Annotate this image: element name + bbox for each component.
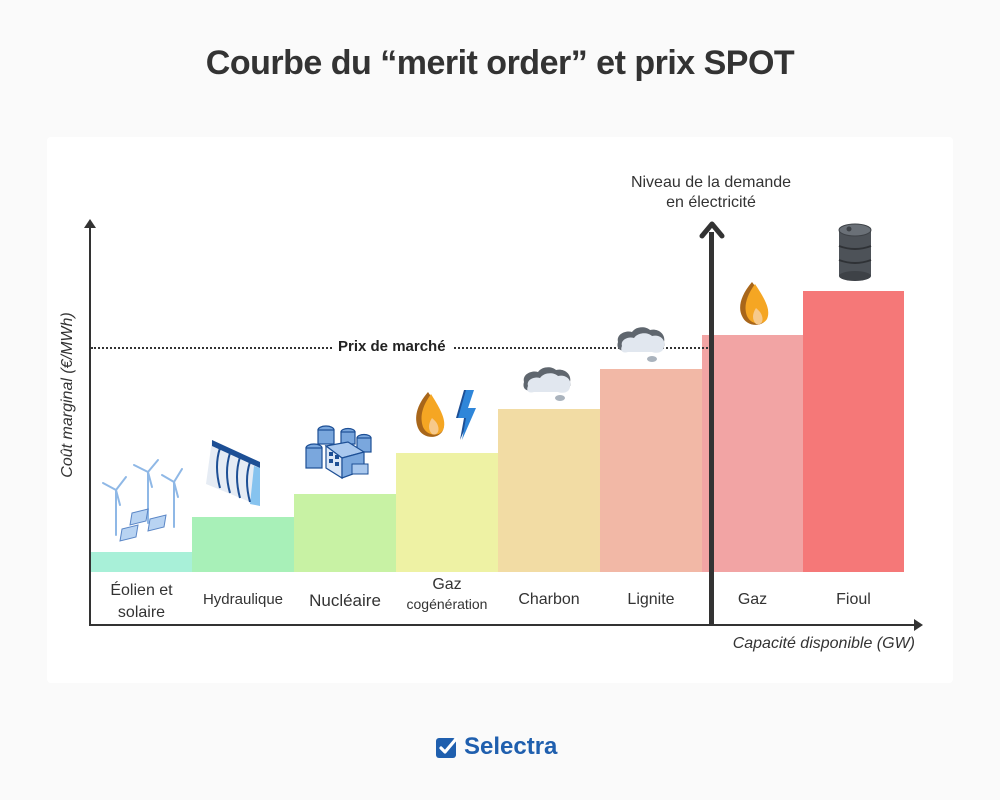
category-label-fioul: Fioul xyxy=(836,591,871,608)
bar-eolien-solaire xyxy=(91,552,192,572)
checkbox-check-icon xyxy=(436,737,458,758)
bar-gaz-cogeneration xyxy=(396,453,498,572)
demand-label-line1: Niveau de la demande xyxy=(630,174,792,191)
y-axis-arrow-icon xyxy=(84,219,96,228)
bar-nucleaire xyxy=(294,494,396,572)
x-axis-label: Capacité disponible (GW) xyxy=(732,635,915,652)
flame-icon xyxy=(740,282,769,325)
x-axis xyxy=(89,624,917,626)
dam-icon xyxy=(206,440,260,506)
category-label-gaz: Gaz xyxy=(737,591,768,608)
demand-level-line xyxy=(709,232,714,626)
oil-barrel-icon xyxy=(838,223,872,281)
category-label-hydraulique: Hydraulique xyxy=(202,591,284,608)
bar-charbon xyxy=(498,409,600,572)
demand-arrow-icon xyxy=(699,221,725,239)
demand-level-label: Niveau de la demande en électricité xyxy=(596,173,826,213)
flame-lightning-icon xyxy=(416,390,476,440)
y-axis-label: Coût marginal (€/MWh) xyxy=(59,312,76,478)
lignite-smoke-icon xyxy=(617,327,665,362)
y-axis xyxy=(89,224,91,626)
bar-fioul xyxy=(803,291,904,572)
category-label-gaz-cogeneration: Gaz cogénération xyxy=(406,576,488,612)
category-label-lignite: Lignite xyxy=(627,591,675,608)
wind-solar-icon xyxy=(102,459,183,542)
bar-lignite xyxy=(600,369,702,572)
x-axis-arrow-icon xyxy=(914,619,923,631)
coal-smoke-icon xyxy=(523,367,571,401)
category-label-charbon: Charbon xyxy=(518,591,580,608)
bar-hydraulique xyxy=(192,517,294,572)
brand-name: Selectra xyxy=(464,733,558,760)
market-price-label: Prix de marché xyxy=(332,338,452,355)
chart-title: Courbe du “merit order” et prix SPOT xyxy=(205,44,795,82)
demand-label-line2: en électricité xyxy=(666,194,756,211)
bar-gaz xyxy=(702,335,803,572)
category-label-nucleaire: Nucléaire xyxy=(309,591,381,610)
selectra-logo: Selectra xyxy=(436,733,557,761)
category-label-eolien-solaire: Éolien et solaire xyxy=(110,582,173,621)
nuclear-plant-icon xyxy=(305,425,372,480)
